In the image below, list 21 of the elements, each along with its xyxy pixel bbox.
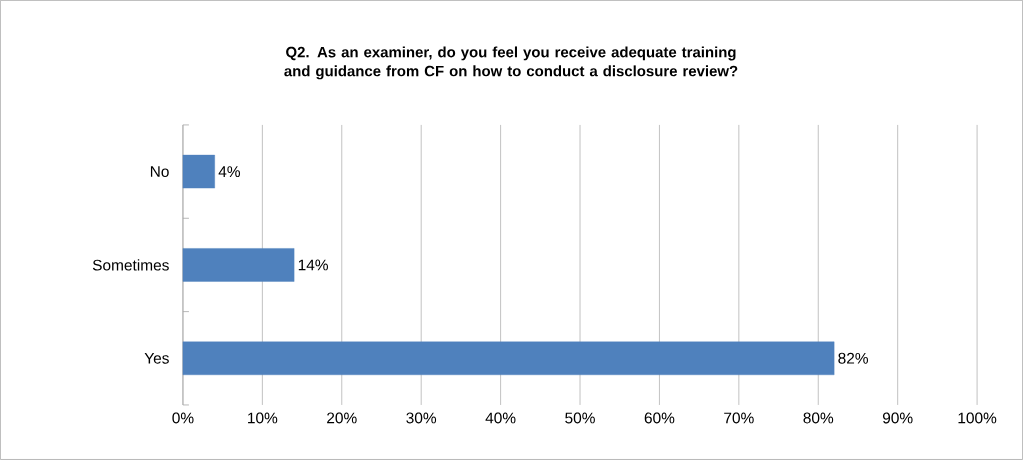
data-label: 14% <box>298 259 328 271</box>
x-tick-label: 10% <box>248 412 278 424</box>
y-tick-label: Yes <box>144 352 169 364</box>
y-tick-label: No <box>150 166 169 178</box>
x-tick-label: 0% <box>172 412 194 424</box>
bar <box>182 248 295 282</box>
x-tick-label: 80% <box>803 412 834 424</box>
x-tick-label: 90% <box>882 412 913 424</box>
x-tick-label: 70% <box>724 412 754 424</box>
x-tick-label: 60% <box>644 412 675 424</box>
data-label: 82% <box>838 352 869 364</box>
x-tick-label: 20% <box>327 412 357 424</box>
bar <box>182 341 835 376</box>
y-tick-label: Sometimes <box>92 259 169 271</box>
x-tick-label: 50% <box>565 412 595 424</box>
x-tick-label: 40% <box>485 412 516 424</box>
data-label: 4% <box>218 166 240 178</box>
chart-title: Q2. As an examiner, do you feel you receive adequate training and guidance from CF on how to conduct a disclosure review? <box>284 46 738 80</box>
bar <box>182 154 215 189</box>
x-tick-label: 30% <box>406 412 437 424</box>
x-tick-label: 100% <box>958 412 997 424</box>
